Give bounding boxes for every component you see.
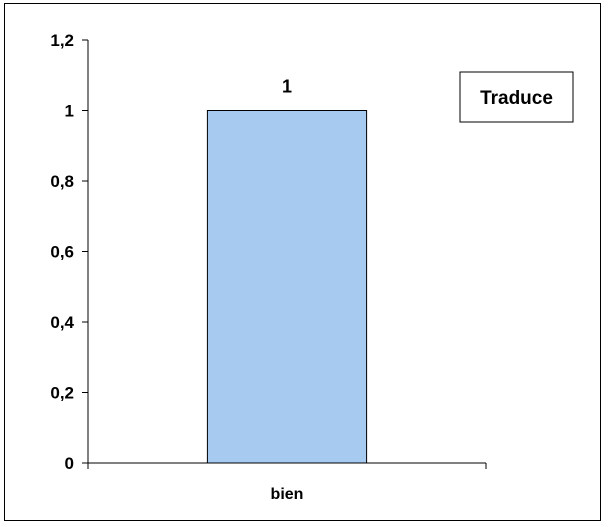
y-tick-label: 0 [65,454,74,473]
bar-bien [206,110,368,464]
y-tick-label: 0,2 [50,384,74,403]
y-tick-label: 0,8 [50,172,74,191]
legend-box [459,71,574,123]
y-tick-label: 0,4 [50,313,74,332]
legend-label: Traduce [480,88,553,109]
y-tick-label: 1 [65,102,74,121]
y-tick-label: 0,6 [50,243,74,262]
category-label: bien [271,486,304,503]
y-tick-label: 1,2 [50,31,74,50]
data-label: 1 [282,77,292,97]
legend: Traduce [459,71,574,123]
